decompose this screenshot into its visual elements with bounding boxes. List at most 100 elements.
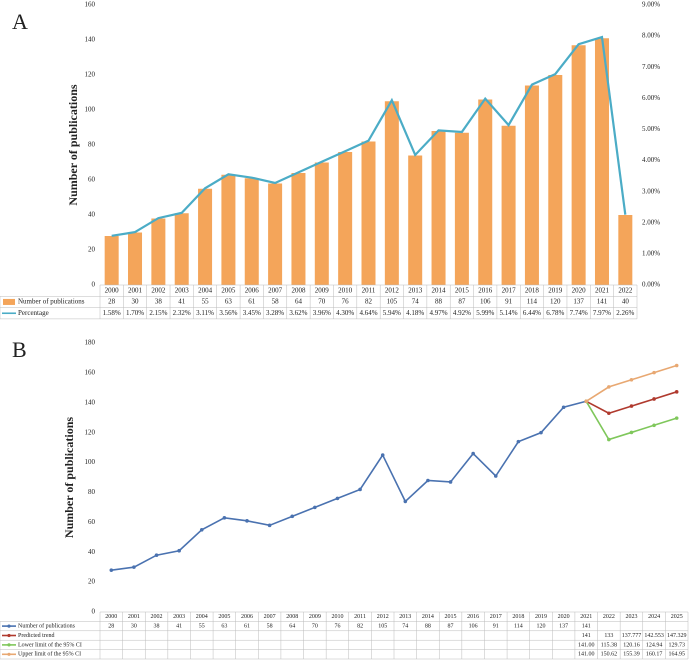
- table-value: 115.38: [601, 642, 617, 648]
- x-tick-label: 2000: [105, 614, 117, 620]
- bar: [454, 132, 469, 285]
- table-value: 105: [387, 298, 398, 306]
- y2-tick-label: 6.00%: [642, 94, 660, 102]
- table-value: 74: [402, 623, 408, 629]
- y-axis-title: Number of publications: [66, 84, 80, 205]
- legend-entry: Predicted trend: [18, 633, 55, 639]
- point-marker: [222, 516, 227, 520]
- bar: [291, 173, 306, 285]
- point-marker: [290, 514, 295, 519]
- point-marker: [629, 430, 634, 435]
- point-marker: [199, 528, 204, 532]
- x-tick-label: 2012: [377, 614, 389, 620]
- table-value: 141: [597, 298, 608, 306]
- table-value: 70: [318, 298, 326, 306]
- x-tick-label: 2017: [502, 286, 517, 294]
- x-tick-label: 2003: [175, 286, 190, 294]
- table-value: 124.94: [646, 642, 663, 648]
- table-value: 141.00: [578, 652, 595, 658]
- x-tick-label: 2017: [490, 614, 502, 620]
- table-value: 61: [244, 623, 250, 629]
- bar: [501, 125, 516, 285]
- table-value: 120: [537, 623, 546, 629]
- y2-tick-label: 8.00%: [642, 32, 660, 40]
- x-tick-label: 2014: [422, 614, 434, 620]
- legend-swatch: [3, 298, 15, 305]
- point-marker: [539, 430, 543, 435]
- table-value: 41: [176, 623, 182, 629]
- x-tick-label: 2000: [105, 286, 120, 294]
- table-value: 88: [435, 298, 443, 306]
- point-marker: [493, 474, 498, 478]
- table-value: 76: [342, 298, 350, 306]
- series-line: [585, 391, 677, 415]
- table-value: 7.74%: [570, 309, 588, 317]
- table-value: 55: [199, 623, 205, 629]
- table-value: 6.44%: [523, 309, 541, 317]
- table-value: 3.56%: [219, 309, 237, 317]
- x-tick-label: 2013: [408, 286, 423, 294]
- bar: [174, 213, 189, 285]
- x-tick-label: 2010: [338, 286, 353, 294]
- series-line: [111, 35, 627, 237]
- table-value: 164.95: [668, 652, 685, 658]
- table-value: 137.777: [622, 633, 642, 639]
- y-axis-title: Number of publications: [62, 417, 76, 538]
- x-tick-label: 2003: [173, 614, 185, 620]
- y2-tick-label: 2.00%: [642, 218, 660, 226]
- y2-tick-label: 9.00%: [642, 1, 660, 9]
- bar: [431, 131, 446, 285]
- bar: [198, 188, 213, 285]
- point-marker: [584, 399, 589, 404]
- table-value: 3.62%: [289, 309, 307, 317]
- x-tick-label: 2004: [196, 614, 208, 620]
- table-value: 106: [469, 623, 478, 629]
- table-value: 5.94%: [383, 309, 401, 317]
- table-value: 3.96%: [313, 309, 331, 317]
- x-tick-label: 2011: [354, 614, 366, 620]
- bar: [524, 85, 539, 285]
- point-marker: [516, 439, 521, 444]
- table-value: 28: [108, 623, 114, 629]
- x-tick-label: 2018: [512, 614, 524, 620]
- table-value: 133: [604, 633, 613, 639]
- table-value: 2.32%: [173, 309, 191, 317]
- table-value: 55: [202, 298, 210, 306]
- table-value: 3.45%: [243, 309, 261, 317]
- y-tick-label: 60: [88, 518, 96, 526]
- legend-swatch: [7, 633, 11, 638]
- table-value: 30: [131, 623, 137, 629]
- point-marker: [674, 416, 679, 420]
- table-value: 120: [550, 298, 561, 306]
- table-value: 7.97%: [593, 309, 611, 317]
- x-tick-label: 2008: [291, 286, 306, 294]
- x-tick-label: 2020: [558, 614, 570, 620]
- legend-entry: Upper limit of the 95% CI: [18, 651, 81, 658]
- point-marker: [607, 437, 611, 442]
- x-tick-label: 2012: [385, 286, 400, 294]
- y-tick-label: 140: [85, 398, 96, 406]
- point-marker: [403, 499, 408, 504]
- point-marker: [674, 390, 679, 394]
- bar: [268, 183, 283, 285]
- point-marker: [652, 423, 656, 428]
- table-value: 160.17: [646, 652, 663, 658]
- bar: [408, 155, 423, 285]
- x-tick-label: 2006: [245, 286, 260, 294]
- bar: [314, 162, 329, 285]
- table-value: 120.16: [623, 642, 640, 648]
- point-marker: [154, 553, 159, 558]
- bar: [338, 152, 353, 285]
- x-tick-label: 2007: [268, 286, 283, 294]
- point-marker: [561, 405, 566, 410]
- bar: [151, 218, 166, 285]
- y-tick-label: 40: [88, 211, 96, 219]
- x-tick-label: 2018: [525, 286, 540, 294]
- table-value: 70: [312, 623, 318, 629]
- legend-entry: Number of publications: [18, 622, 76, 629]
- x-tick-label: 2013: [399, 614, 411, 620]
- point-marker: [652, 397, 656, 401]
- table-value: 2.26%: [616, 309, 634, 317]
- table-value: 30: [132, 298, 140, 306]
